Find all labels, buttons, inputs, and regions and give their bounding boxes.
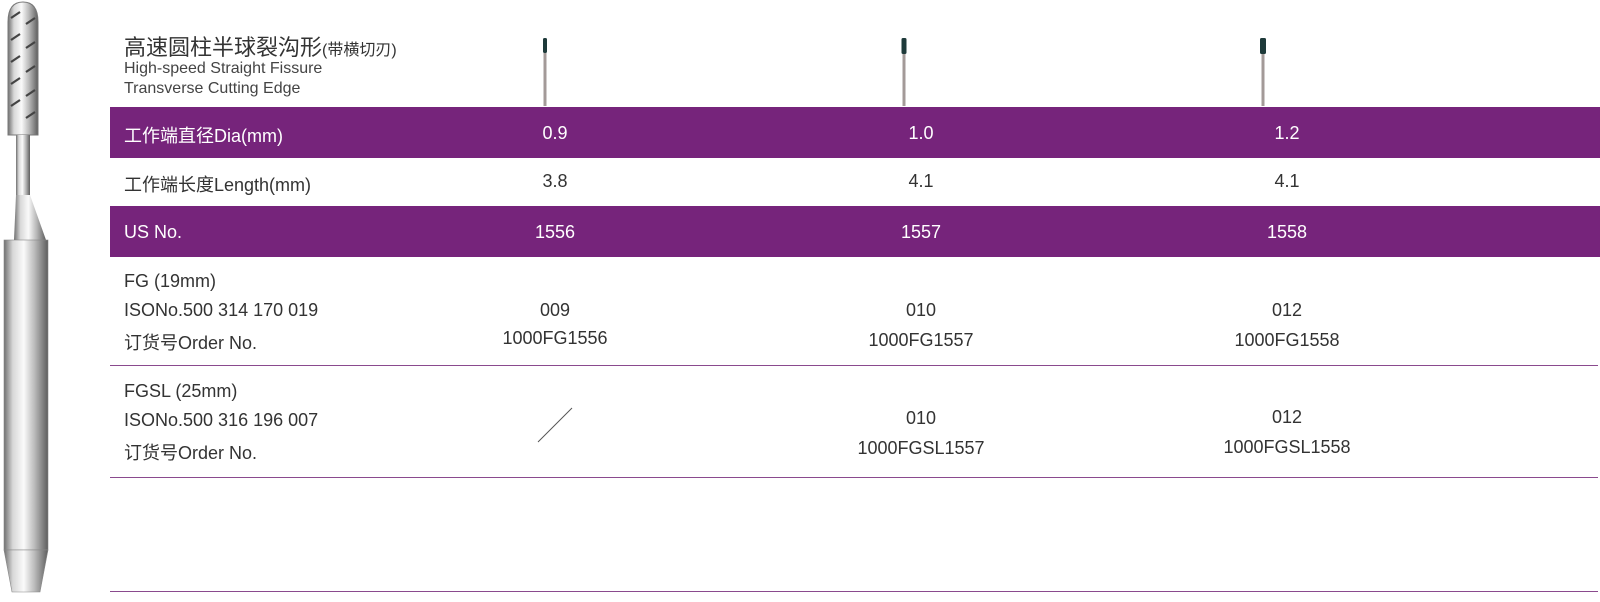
bur-image-1556: [543, 38, 547, 106]
fg-label-shank: FG (19mm): [124, 271, 216, 291]
row-divider-fgsl: [110, 477, 1598, 478]
row-dia-band: [110, 107, 1600, 158]
fgsl-order-1557: 1000FGSL1557: [857, 438, 985, 458]
length-value-1558: 4.1: [1274, 171, 1300, 191]
dia-value-1557: 1.0: [908, 123, 934, 143]
title-cn-subtitle: (带横切刃): [322, 42, 397, 59]
title-cn-text: 高速圆柱半球裂沟形: [124, 35, 323, 60]
fg-iso-1557: 010: [905, 300, 937, 320]
row-divider-bottom: [110, 591, 1598, 592]
length-value-1557: 4.1: [908, 171, 934, 191]
product-title-en-line2: Transverse Cutting Edge: [124, 80, 301, 97]
fg-order-1556: 1000FG1556: [502, 328, 608, 348]
not-available-slash-icon: [537, 407, 573, 443]
row-divider-fg: [110, 365, 1598, 366]
us-value-1556: 1556: [534, 222, 576, 242]
product-title-cn: 高速圆柱半球裂沟形(带横切刃): [124, 30, 397, 62]
us-value-1558: 1558: [1266, 222, 1308, 242]
length-value-1556: 3.8: [542, 171, 568, 191]
dia-value-1558: 1.2: [1274, 123, 1300, 143]
fg-iso-1558: 012: [1271, 300, 1303, 320]
fgsl-label-shank: FGSL (25mm): [124, 381, 238, 401]
row-dia-label: 工作端直径Dia(mm): [124, 126, 283, 146]
fgsl-iso-1557: 010: [905, 408, 937, 428]
row-length-label: 工作端长度Length(mm): [124, 175, 312, 195]
fg-iso-1556: 009: [539, 300, 571, 320]
bur-image-1557: [901, 38, 907, 106]
fgsl-order-1558: 1000FGSL1558: [1223, 437, 1351, 457]
row-us-label: US No.: [124, 222, 183, 242]
fgsl-label-iso: ISONo.500 316 196 007: [124, 410, 319, 430]
row-us-band: [110, 206, 1600, 257]
bur-image-1558: [1260, 38, 1266, 106]
us-value-1557: 1557: [900, 222, 942, 242]
fgsl-iso-1558: 012: [1271, 407, 1303, 427]
fg-order-1557: 1000FG1557: [868, 330, 974, 350]
fg-order-1558: 1000FG1558: [1234, 330, 1340, 350]
product-title-en-line1: High-speed Straight Fissure: [124, 60, 323, 77]
fg-label-iso: ISONo.500 314 170 019: [124, 300, 319, 320]
fgsl-label-order: 订货号Order No.: [124, 443, 258, 463]
dia-value-1556: 0.9: [542, 123, 568, 143]
fg-label-order: 订货号Order No.: [124, 333, 258, 353]
dental-bur-illustration: [3, 1, 49, 593]
